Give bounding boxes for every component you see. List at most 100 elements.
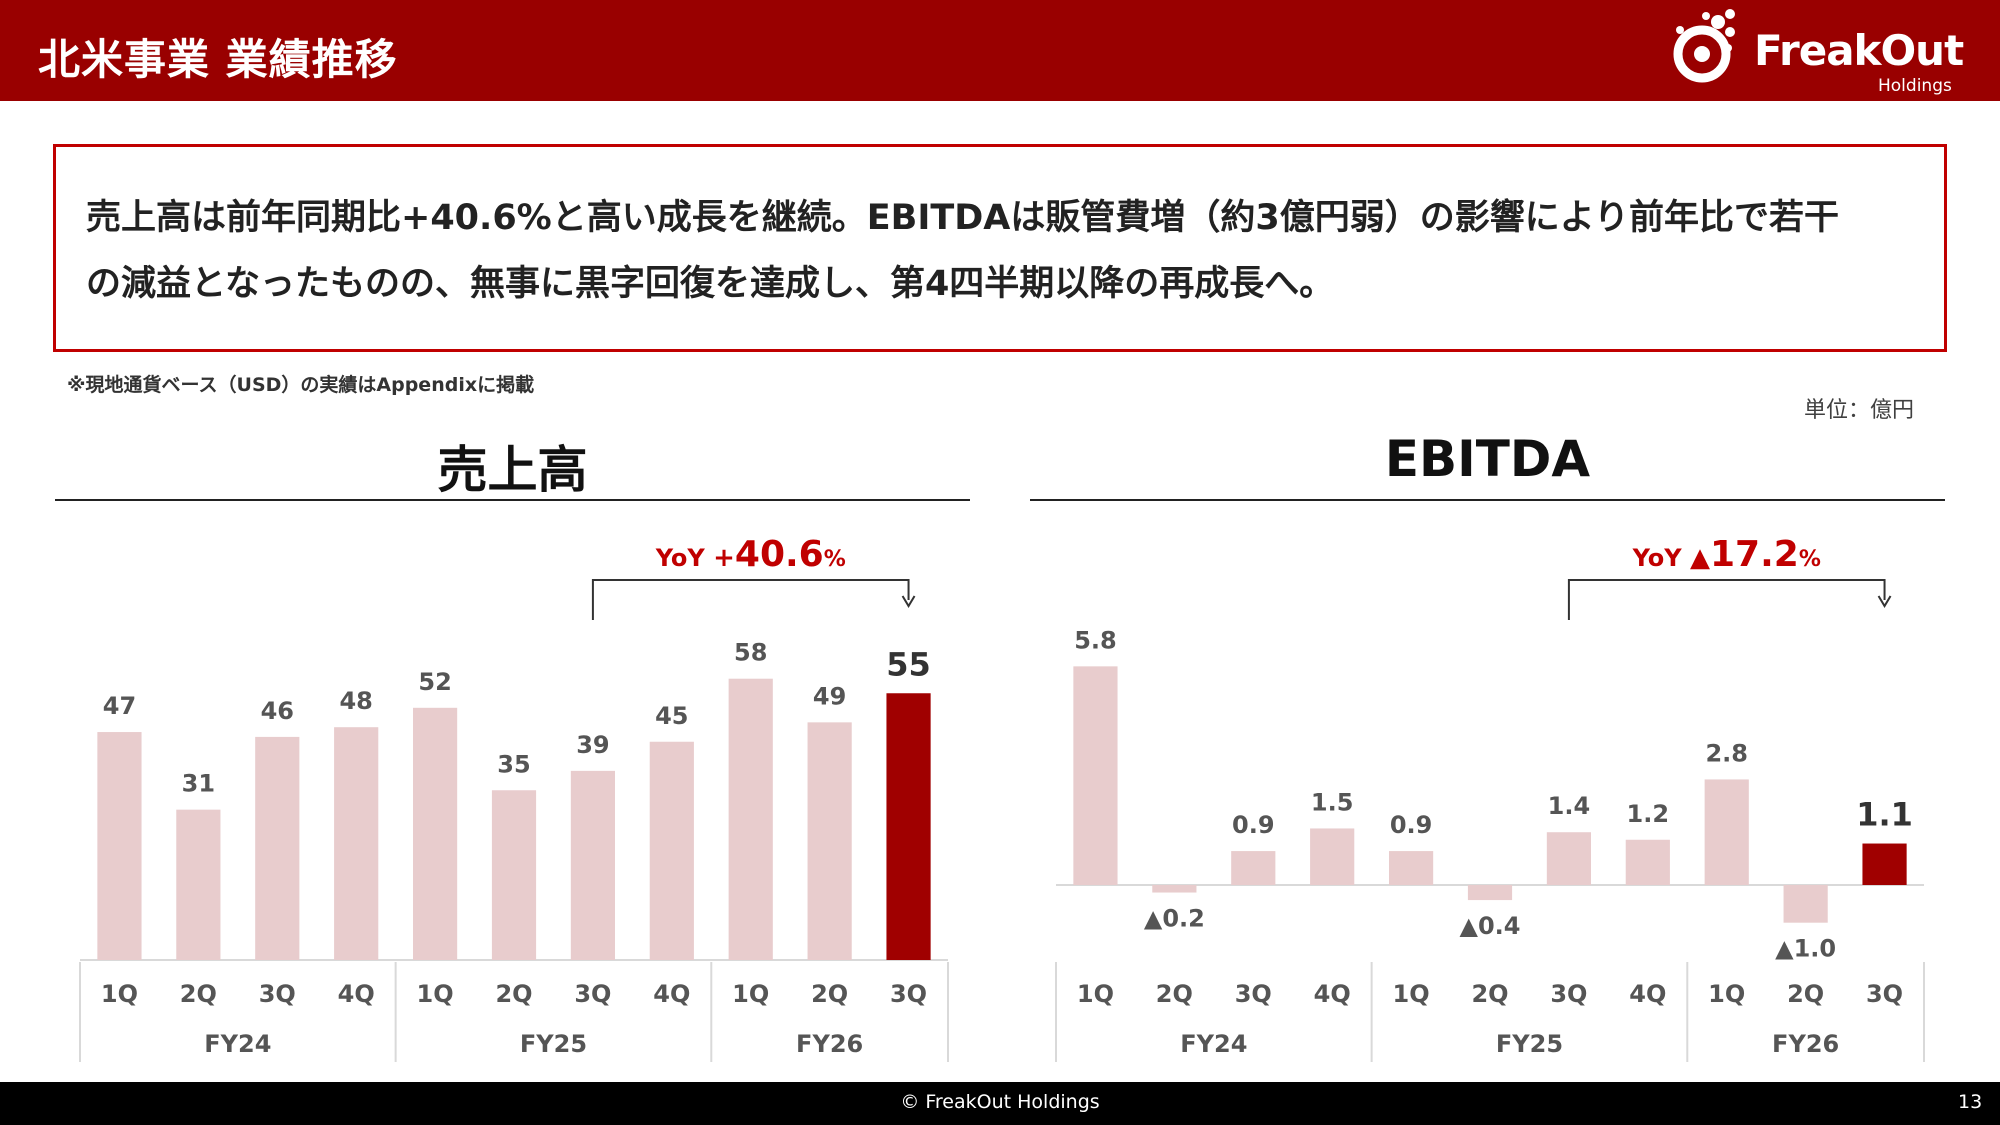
category-label-3: 4Q [338, 980, 375, 1008]
category-label-6: 3Q [1550, 980, 1587, 1008]
category-label-2: 3Q [1235, 980, 1272, 1008]
bar-2 [1231, 851, 1276, 885]
data-label-2: 0.9 [1232, 811, 1275, 839]
category-label-3: 4Q [1314, 980, 1351, 1008]
data-label-7: 1.2 [1627, 800, 1670, 828]
category-label-7: 4Q [653, 980, 690, 1008]
data-label-9: ▲1.0 [1775, 935, 1836, 963]
data-label-8: 2.8 [1705, 739, 1748, 767]
bar-9 [807, 722, 852, 960]
yoy-label-part-0: YoY [655, 544, 713, 572]
bar-1 [1152, 885, 1197, 893]
bar-3 [334, 727, 379, 960]
bar-8 [1704, 779, 1749, 885]
bar-2 [255, 736, 300, 960]
data-label-4: 0.9 [1390, 811, 1433, 839]
bar-5 [491, 790, 537, 960]
data-label-3: 1.5 [1311, 788, 1354, 816]
data-label-9: 49 [813, 682, 846, 710]
category-label-0: 1Q [101, 980, 138, 1008]
bar-4 [1388, 851, 1434, 885]
data-label-6: 1.4 [1548, 792, 1591, 820]
revenue-title-rule [55, 499, 970, 501]
data-label-3: 48 [339, 687, 372, 715]
copyright-text: © FreakOut Holdings [900, 1091, 1100, 1113]
summary-line-2: の減益となったものの、無事に黒字回復を達成し、第4四半期以降の再成長へ。 [86, 264, 1335, 304]
category-label-10: 3Q [1866, 980, 1903, 1008]
bar-6 [570, 770, 616, 960]
page-title: 北米事業 業績推移 [38, 35, 398, 84]
logo-subtext: Holdings [1878, 76, 1952, 96]
yoy-label-part-1: ▲ [1690, 543, 1710, 573]
data-label-10: 1.1 [1856, 796, 1913, 834]
freakout-logo: FreakOut Holdings [1672, 6, 1972, 98]
yoy-bracket [591, 579, 910, 620]
category-label-9: 2Q [811, 980, 848, 1008]
data-label-5: 35 [497, 750, 530, 778]
footer-bar: © FreakOut Holdings 13 [0, 1082, 2000, 1125]
yoy-label-part-0: YoY [1632, 544, 1690, 572]
summary-line-1: 売上高は前年同期比+40.6%と高い成長を継続。EBITDAは販管費増（約3億円… [86, 198, 1840, 238]
category-label-6: 3Q [574, 980, 611, 1008]
bar-3 [1310, 828, 1355, 885]
category-label-2: 3Q [259, 980, 296, 1008]
logo-wordmark: FreakOut [1754, 26, 1964, 75]
bar-7 [1625, 839, 1670, 885]
bar-10 [886, 693, 931, 960]
data-label-5: ▲0.4 [1460, 912, 1521, 940]
category-label-0: 1Q [1077, 980, 1114, 1008]
yoy-arrow-icon [901, 595, 916, 608]
yoy-label-part-3: % [1799, 547, 1821, 572]
category-label-10: 3Q [890, 980, 927, 1008]
yoy-label: YoY +40.6% [655, 534, 846, 575]
data-label-10: 55 [886, 645, 931, 683]
ebitda-title-rule [1030, 499, 1945, 501]
footnote: ※現地通貨ベース（USD）の実績はAppendixに掲載 [67, 374, 535, 396]
yoy-bracket [1567, 579, 1886, 620]
yoy-label-part-2: 17.2 [1710, 534, 1799, 575]
yoy-arrow-icon [1877, 595, 1892, 608]
bar-10 [1862, 843, 1907, 885]
data-label-4: 52 [418, 668, 451, 696]
page-number: 13 [1958, 1091, 1983, 1113]
data-label-0: 47 [103, 692, 136, 720]
bar-6 [1546, 832, 1592, 885]
yoy-label: YoY ▲17.2% [1632, 534, 1821, 575]
group-label-2: FY26 [1772, 1030, 1839, 1058]
data-label-6: 39 [576, 731, 609, 759]
data-label-7: 45 [655, 702, 688, 730]
logo-mark-icon [1673, 9, 1735, 83]
bar-9 [1783, 885, 1828, 923]
category-label-8: 1Q [1708, 980, 1745, 1008]
summary-box: 売上高は前年同期比+40.6%と高い成長を継続。EBITDAは販管費増（約3億円… [53, 144, 1947, 352]
unit-label: 単位：億円 [1804, 398, 1915, 423]
category-label-1: 2Q [1156, 980, 1193, 1008]
category-label-4: 1Q [417, 980, 454, 1008]
group-label-0: FY24 [1180, 1030, 1247, 1058]
yoy-label-part-3: % [824, 547, 846, 572]
bar-7 [649, 741, 694, 960]
category-label-9: 2Q [1787, 980, 1824, 1008]
category-label-5: 2Q [495, 980, 532, 1008]
ebitda-chart-title: EBITDA [1384, 430, 1591, 488]
group-label-0: FY24 [204, 1030, 271, 1058]
bar-1 [176, 809, 221, 960]
header-bar: 北米事業 業績推移 FreakOut Holdings [0, 0, 2000, 101]
data-label-0: 5.8 [1074, 626, 1117, 654]
data-label-1: ▲0.2 [1144, 905, 1205, 933]
group-label-1: FY25 [1496, 1030, 1563, 1058]
data-label-2: 46 [261, 697, 294, 725]
category-label-5: 2Q [1471, 980, 1508, 1008]
bar-0 [1073, 666, 1118, 885]
category-label-7: 4Q [1629, 980, 1666, 1008]
bar-0 [97, 732, 142, 960]
data-label-8: 58 [734, 639, 767, 667]
group-label-2: FY26 [796, 1030, 863, 1058]
category-label-1: 2Q [180, 980, 217, 1008]
category-label-4: 1Q [1393, 980, 1430, 1008]
group-label-1: FY25 [520, 1030, 587, 1058]
yoy-label-part-2: 40.6 [735, 534, 824, 575]
bar-5 [1467, 885, 1513, 901]
